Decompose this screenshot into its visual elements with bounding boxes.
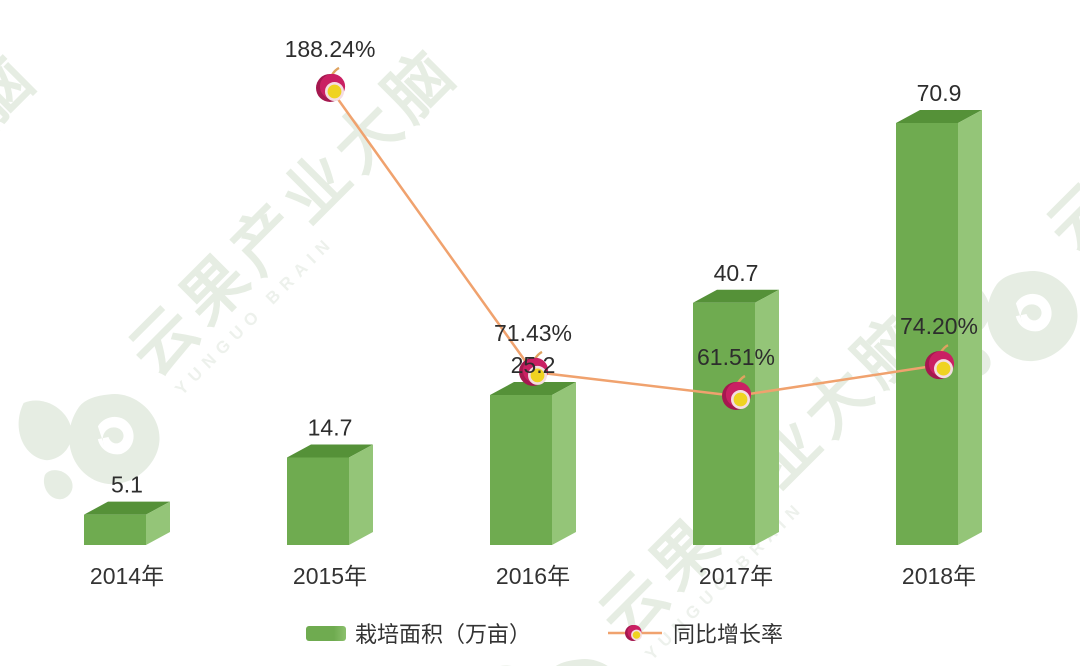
bar-value-label-2014年: 5.1 — [111, 472, 143, 498]
legend-label-growth: 同比增长率 — [673, 622, 784, 647]
x-axis-label-2017年: 2017年 — [699, 563, 773, 589]
bar-2014年[interactable] — [84, 501, 170, 545]
x-axis-label-2016年: 2016年 — [496, 563, 570, 589]
bar-2017年[interactable] — [693, 289, 779, 545]
line-marker-2018年[interactable] — [925, 344, 955, 380]
bar-legend-swatch-icon — [306, 625, 346, 641]
growth-rate-label-2015年: 188.24% — [285, 36, 376, 62]
line-marker-2016年[interactable] — [519, 350, 549, 386]
line-marker-2017年[interactable] — [722, 374, 752, 410]
legend-item-area[interactable]: 栽培面积（万亩） — [306, 618, 531, 648]
growth-rate-label-2018年: 74.20% — [900, 313, 978, 339]
bar-2018年[interactable] — [896, 110, 982, 545]
legend-item-growth[interactable]: 同比增长率 — [606, 618, 783, 648]
legend-label-area: 栽培面积（万亩） — [355, 622, 532, 647]
line-marker-2015年[interactable] — [316, 66, 346, 102]
growth-rate-label-2016年: 71.43% — [494, 320, 572, 346]
x-axis-label-2015年: 2015年 — [293, 563, 367, 589]
growth-rate-label-2017年: 61.51% — [697, 344, 775, 370]
bar-2015年[interactable] — [287, 444, 373, 545]
bar-value-label-2018年: 70.9 — [917, 80, 962, 106]
bar-value-label-2016年: 25.2 — [511, 352, 556, 378]
bar-value-label-2015年: 14.7 — [308, 415, 353, 441]
line-legend-marker-icon — [608, 625, 662, 641]
bar-value-label-2017年: 40.7 — [714, 260, 759, 286]
x-axis-label-2014年: 2014年 — [90, 563, 164, 589]
growth-rate-line — [328, 87, 940, 398]
x-axis-label-2018年: 2018年 — [902, 563, 976, 589]
bar-2016年[interactable] — [490, 382, 576, 545]
